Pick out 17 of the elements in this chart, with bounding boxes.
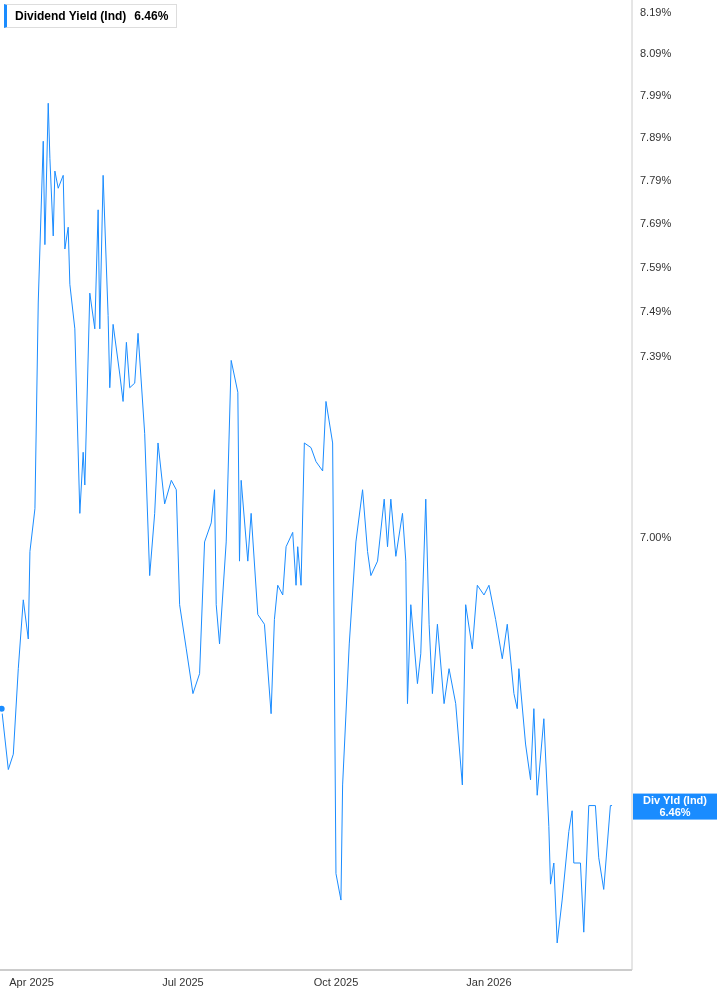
y-tick-label: 8.09% bbox=[640, 47, 672, 60]
y-tick-label: 7.69% bbox=[640, 216, 672, 229]
y-tick-label: 7.39% bbox=[640, 349, 672, 362]
value-tag: Div Yld (Ind) 6.46% bbox=[633, 793, 717, 820]
x-tick-label: Jul 2025 bbox=[162, 975, 204, 988]
y-tick-label: 7.59% bbox=[640, 260, 672, 273]
y-tick-label: 7.79% bbox=[640, 173, 672, 186]
x-tick-label: Jan 2026 bbox=[466, 975, 512, 988]
y-tick-label: 7.49% bbox=[640, 304, 672, 317]
x-tick-label: Oct 2025 bbox=[313, 975, 359, 988]
y-tick-label: 7.89% bbox=[640, 130, 672, 143]
text: Dividend Yield (Ind) bbox=[15, 9, 127, 23]
y-tick-label: 7.00% bbox=[640, 531, 672, 544]
x-tick-label: Apr 2025 bbox=[9, 975, 54, 988]
y-tick-label: 7.99% bbox=[640, 88, 672, 101]
text: 6.46% bbox=[134, 9, 169, 23]
y-tick-label: 8.19% bbox=[640, 6, 672, 19]
